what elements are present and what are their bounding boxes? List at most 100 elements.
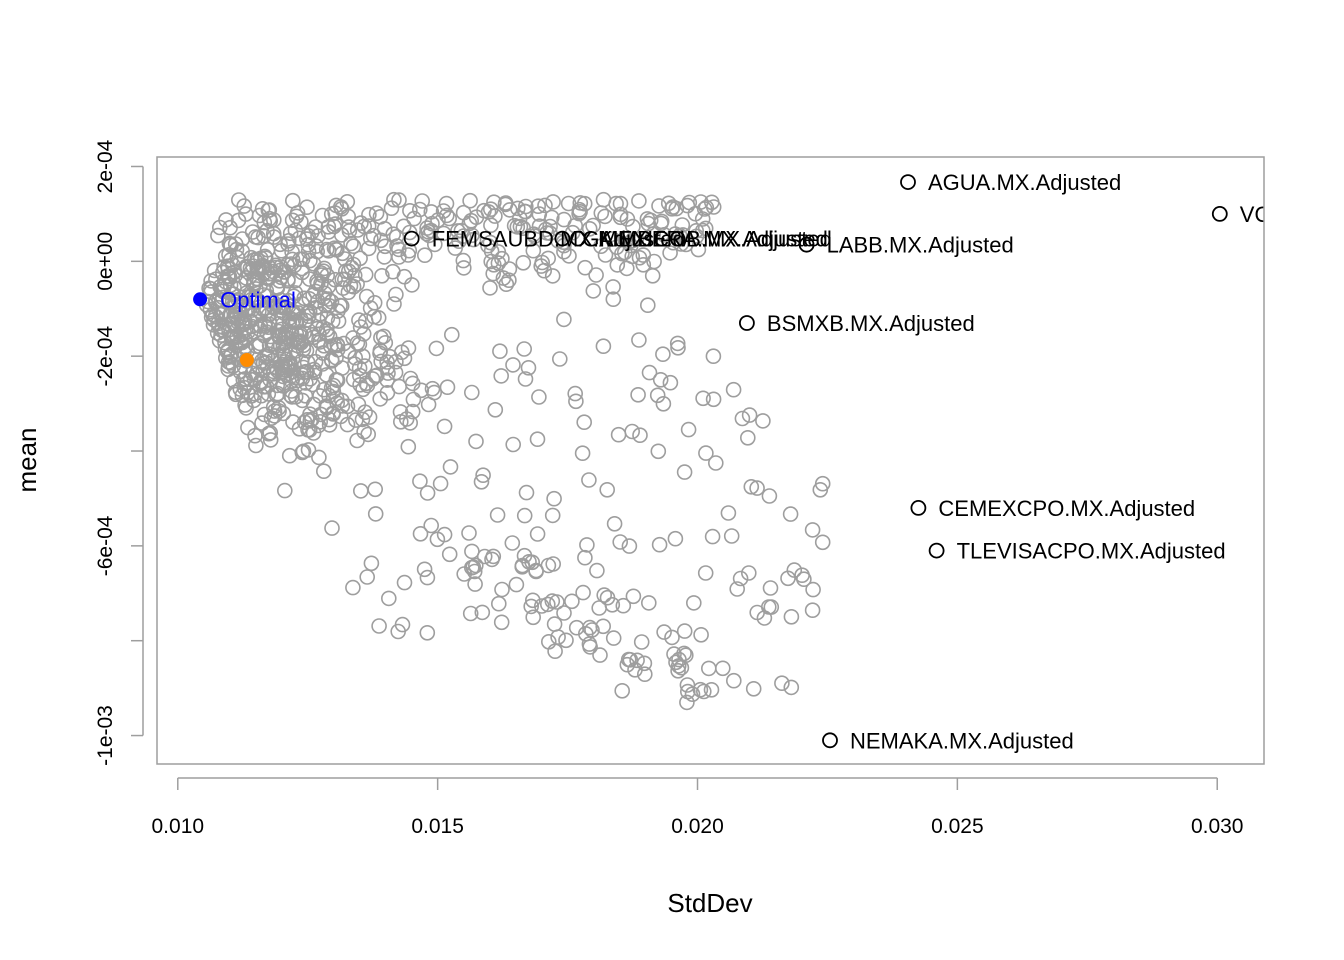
y-axis: 2e-04 0e+00 -2e-04 -6e-04 -1e-03 [94,139,144,766]
portfolio-point [545,556,562,572]
portfolio-point [805,581,821,598]
portfolio-point [463,384,480,401]
portfolio-point [419,569,436,586]
asset-point [403,230,420,247]
portfolio-point [438,207,455,224]
portfolio-point [324,520,340,536]
portfolio-point [347,412,364,428]
portfolio-point [516,507,533,524]
portfolio-point [359,377,376,394]
portfolio-point [441,546,458,563]
portfolio-point [352,483,369,499]
portfolio-point [238,375,254,392]
portfolio-point [624,423,641,440]
portfolio-point [412,473,428,490]
portfolio-point [248,281,264,297]
portfolio-point [211,292,227,309]
portfolio-point [299,199,315,215]
portfolio-point [619,211,636,227]
portfolio-point [359,569,376,585]
portfolio-point [628,231,645,247]
portfolio-point [283,367,300,384]
asset-point [798,236,815,253]
portfolio-point [284,192,301,209]
portfolio-point [490,595,507,612]
portfolio-point [585,283,602,299]
portfolio-point [517,203,534,220]
portfolio-point [489,507,506,523]
portfolio-point [438,195,455,212]
portfolio-point [354,348,371,365]
asset-label: KIMBERA.MX.Adjusted [598,227,828,252]
portfolio-point [315,263,332,280]
portfolio-point [556,311,572,328]
portfolio-point [237,397,253,413]
portfolio-point [465,231,482,248]
portfolio-point [734,410,751,427]
y-tick-label: -6e-04 [94,515,117,576]
portfolio-point [653,215,669,232]
optimal-layer: Optimal [193,287,296,367]
portfolio-point [520,359,537,376]
portfolio-point [369,367,385,384]
portfolio-point [625,588,642,605]
portfolio-point [595,338,612,355]
portfolio-point [597,208,613,225]
portfolio-point [406,210,422,227]
portfolio-point [509,219,526,235]
portfolio-point [679,694,695,711]
portfolio-point [483,253,500,270]
portfolio-point [544,507,561,524]
portfolio-point [270,399,287,416]
portfolio-point [450,223,466,239]
portfolio-point [604,231,621,247]
portfolio-point [475,467,491,484]
portfolio-point [275,378,292,394]
portfolio-point [679,677,696,693]
portfolio-point [307,283,324,300]
portfolio-point [556,211,572,228]
portfolio-point [258,354,274,371]
portfolio-point [383,200,400,216]
portfolio-point [812,481,829,498]
y-tick-label: 0e+00 [94,232,117,291]
x-tick-label: 0.030 [1191,815,1244,838]
portfolio-point [655,395,672,412]
portfolio-point [351,336,368,353]
portfolio-point [424,215,440,232]
portfolio-point [333,227,350,243]
portfolio-point [256,214,273,231]
portfolio-point [275,264,292,280]
y-tick-label: -2e-04 [94,326,117,387]
portfolio-point [540,633,557,650]
portfolio-point [253,260,270,276]
portfolio-point [497,196,514,213]
portfolio-point [301,422,318,438]
portfolio-point [581,221,598,237]
portfolio-point [302,406,318,423]
portfolio-point [321,387,337,404]
portfolio-point [474,604,491,621]
portfolio-point [543,209,560,226]
portfolio-point [279,257,295,273]
asset-points: AGUA.MX.Adjusted VO FEMSAUBD.MX.AdjustedGM… [403,170,1264,753]
portfolio-point [386,296,402,312]
portfolio-point [380,590,397,607]
portfolio-point [368,205,385,221]
portfolio-point [419,624,436,641]
portfolio-point [299,305,316,322]
portfolio-point [546,490,562,507]
portfolio-point [287,222,304,239]
portfolio-point [473,473,490,490]
portfolio-point [306,364,323,381]
portfolio-point [312,334,329,350]
portfolio-point [462,192,478,209]
portfolio-point [639,297,656,314]
asset-label: TLEVISACPO.MX.Adjusted [957,539,1226,564]
portfolio-point [315,463,332,480]
portfolio-point [655,346,671,363]
portfolio-point [207,294,224,310]
portfolio-point [585,217,601,234]
portfolio-point [257,318,273,334]
portfolio-point [649,387,666,404]
